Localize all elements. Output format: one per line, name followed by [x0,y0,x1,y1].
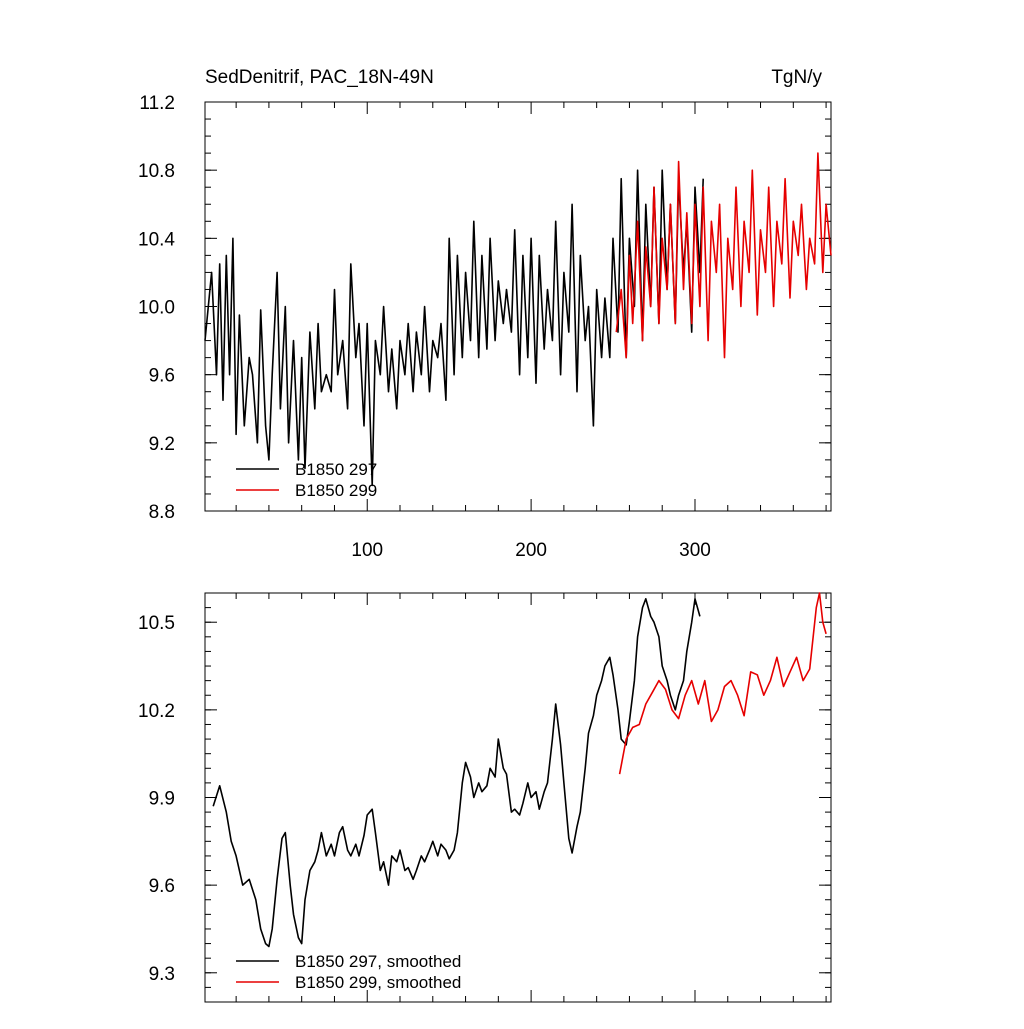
x-tick-label: 200 [515,540,547,561]
chart-title: SedDenitrif, PAC_18N-49N [205,67,434,88]
y-tick-label: 10.5 [138,613,175,634]
top-ticks: 100 200 300 8.8 9.2 9.6 10.0 10.4 10.8 11.2 [138,93,831,561]
bottom-legend: B1850 297, smoothed B1850 299, smoothed [236,952,461,992]
bottom-series [212,592,827,948]
y-tick-label: 10.2 [138,701,175,722]
y-tick-label: 9.3 [149,964,175,985]
series-line-b1850-299-smoothed [618,592,827,775]
bottom-panel: 9.39.69.910.210.5 B1850 297, smoothedB18… [138,592,832,1003]
legend-label: B1850 299, smoothed [295,973,461,992]
top-panel: SedDenitrif, PAC_18N-49N TgN/y 100 200 300… [138,67,832,561]
x-tick-label: 100 [351,540,383,561]
y-tick-label: 10.8 [138,161,175,182]
series-line-b1850-299 [615,152,832,359]
y-tick-label: 9.9 [149,789,175,810]
y-tick-label: 8.8 [149,502,175,523]
y-tick-label: 9.6 [149,366,175,387]
y-tick-label: 9.6 [149,876,175,897]
y-tick-label: 10.4 [138,229,175,250]
y-tick-label: 11.2 [139,93,175,114]
x-tick-label: 300 [679,540,711,561]
legend-label: B1850 297, smoothed [295,952,461,971]
units-label: TgN/y [771,67,822,88]
legend-label: B1850 299 [295,481,377,500]
series-line-b1850-297 [204,169,704,487]
series-line-b1850-297-smoothed [212,597,701,948]
top-legend: B1850 297 B1850 299 [236,460,377,500]
top-series [204,152,832,487]
bottom-ticks: 9.3 9.6 9.9 10.2 10.5 [138,592,831,1003]
y-tick-label: 9.2 [149,434,175,455]
bottom-plot-frame [204,592,832,1003]
legend-label: B1850 297 [295,460,377,479]
y-tick-label: 10.0 [138,298,175,319]
